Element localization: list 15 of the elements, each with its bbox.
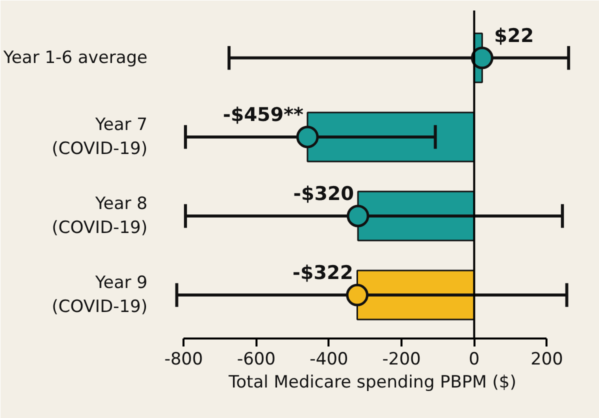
y-tick-label: Year 7 (COVID-19) — [52, 114, 148, 159]
x-axis-title: Total Medicare spending PBPM ($) — [228, 372, 516, 392]
x-tick-label: -200 — [382, 350, 421, 370]
data-label: $22 — [494, 24, 534, 47]
data-label: -$459** — [222, 104, 304, 126]
y-tick-label: Year 1-6 average — [2, 48, 148, 68]
data-label: -$320 — [293, 182, 354, 205]
data-label: -$322 — [292, 262, 354, 284]
y-tick-label: Year 9 (COVID-19) — [52, 273, 148, 318]
y-tick-label: Year 8 (COVID-19) — [52, 194, 148, 238]
x-tick-label: -800 — [164, 350, 203, 370]
x-tick-label: 200 — [530, 350, 564, 370]
x-tick-label: -600 — [237, 350, 276, 370]
x-tick-label: -400 — [310, 350, 348, 370]
x-tick-label: 0 — [468, 350, 480, 370]
